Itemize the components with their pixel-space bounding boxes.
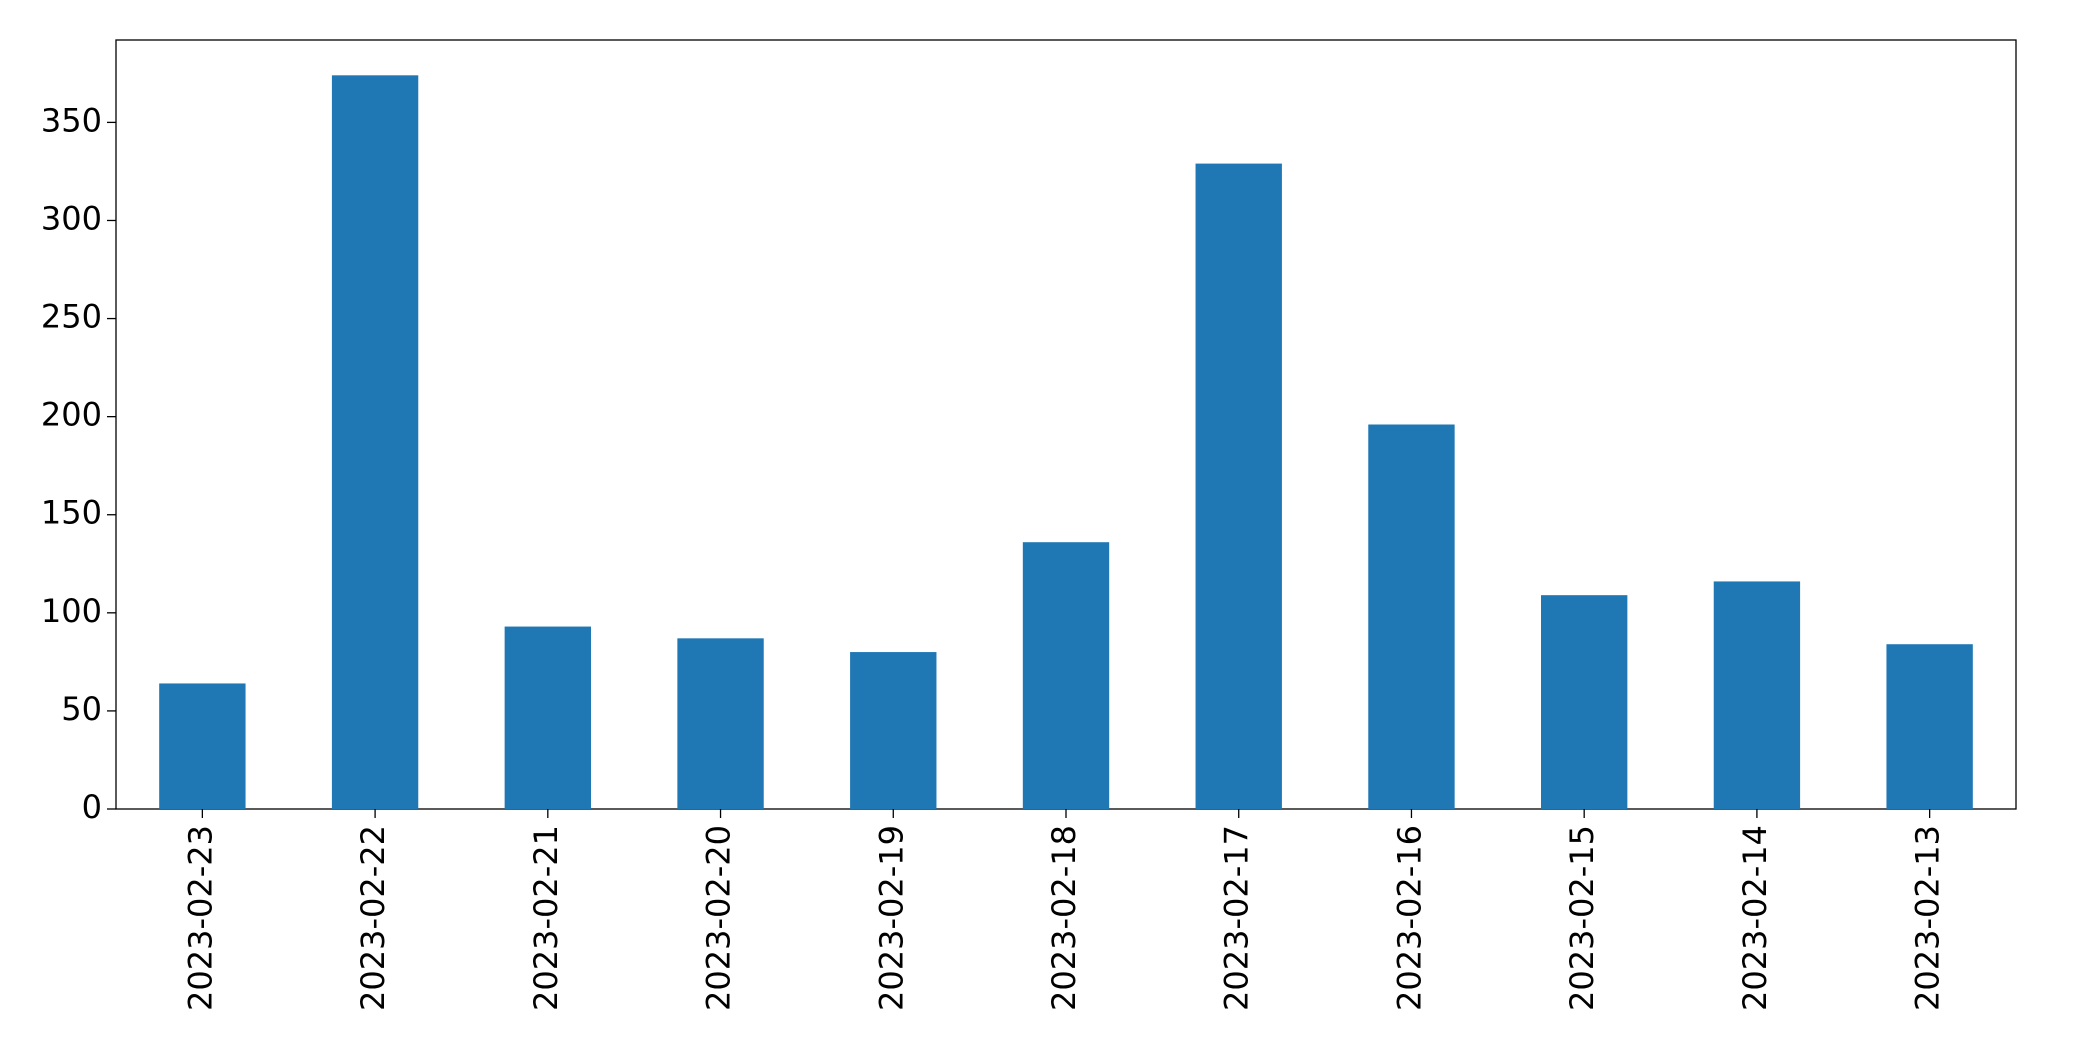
bar: [677, 638, 764, 809]
bar: [1022, 542, 1110, 809]
x-tick-label: 2023-02-13: [1909, 825, 1947, 1011]
y-tick-label: 50: [61, 690, 102, 728]
y-tick-label: 150: [41, 494, 102, 532]
y-tick-label: 300: [41, 199, 102, 237]
y-tick-label: 350: [41, 101, 102, 139]
bar: [159, 683, 246, 809]
x-tick-label: 2023-02-17: [1218, 825, 1256, 1011]
y-tick-label: 0: [82, 788, 102, 826]
x-tick-label: 2023-02-15: [1563, 825, 1601, 1011]
x-tick-label: 2023-02-21: [527, 825, 565, 1011]
bar: [1886, 644, 1973, 809]
bar: [850, 652, 937, 809]
x-tick-label: 2023-02-19: [872, 825, 910, 1011]
bar: [1368, 424, 1455, 809]
x-tick-label: 2023-02-23: [181, 825, 219, 1011]
y-tick-label: 100: [41, 592, 102, 630]
y-tick-label: 250: [41, 298, 102, 336]
bar: [1713, 581, 1801, 809]
x-tick-label: 2023-02-14: [1736, 825, 1774, 1011]
x-tick-label: 2023-02-18: [1045, 825, 1083, 1011]
x-tick-label: 2023-02-22: [354, 825, 392, 1011]
bar: [504, 626, 591, 809]
x-tick-label: 2023-02-16: [1390, 825, 1428, 1011]
x-tick-label: 2023-02-20: [700, 825, 738, 1011]
bar: [1195, 163, 1282, 809]
y-tick-label: 200: [41, 396, 102, 434]
bar: [331, 75, 419, 810]
bar: [1541, 595, 1628, 809]
